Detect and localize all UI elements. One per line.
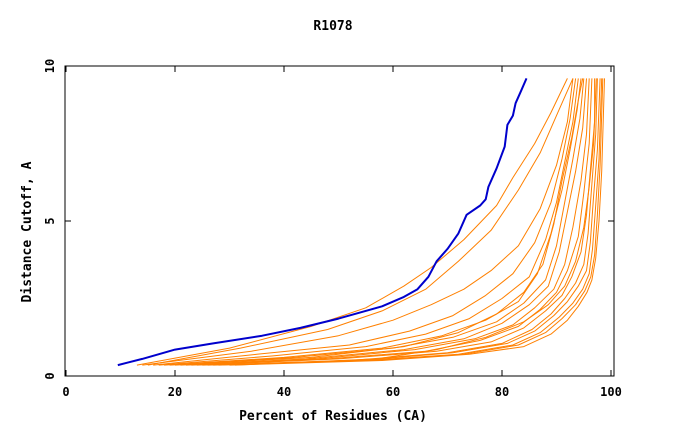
series-line-17	[169, 78, 584, 366]
series-lines	[136, 78, 605, 366]
series-line-1	[136, 78, 568, 366]
x-tick-label-4: 80	[495, 385, 509, 399]
y-tick-label-1: 5	[43, 217, 57, 224]
series-line-15	[229, 78, 605, 366]
series-line-3	[153, 78, 577, 366]
series-line-5	[164, 78, 582, 366]
axis-ticks: 0 20 40 60 80 100 0 5 10	[43, 59, 622, 399]
x-tick-label-0: 0	[62, 385, 69, 399]
x-tick-label-1: 20	[168, 385, 182, 399]
highlight-series-line	[117, 78, 528, 367]
x-tick-label-3: 60	[386, 385, 400, 399]
series-line-2	[147, 78, 574, 366]
series-line-9	[191, 78, 593, 366]
series-line-18	[234, 78, 597, 366]
series-line-16	[142, 78, 574, 366]
y-axis-label: Distance Cutoff, A	[20, 161, 35, 302]
series-line-12	[207, 78, 601, 366]
y-tick-label-2: 10	[43, 59, 57, 73]
series-line-8	[185, 78, 590, 366]
x-axis-label: Percent of Residues (CA)	[239, 409, 427, 424]
series-line-4	[158, 78, 579, 366]
series-line-10	[196, 78, 596, 366]
x-tick-label-5: 100	[600, 385, 622, 399]
plot-area	[64, 65, 615, 377]
chart-title: R1078	[313, 19, 352, 34]
series-line-7	[180, 78, 587, 366]
highlight-line-group	[117, 78, 528, 367]
x-tick-label-2: 40	[277, 385, 291, 399]
y-tick-label-0: 0	[43, 372, 57, 379]
